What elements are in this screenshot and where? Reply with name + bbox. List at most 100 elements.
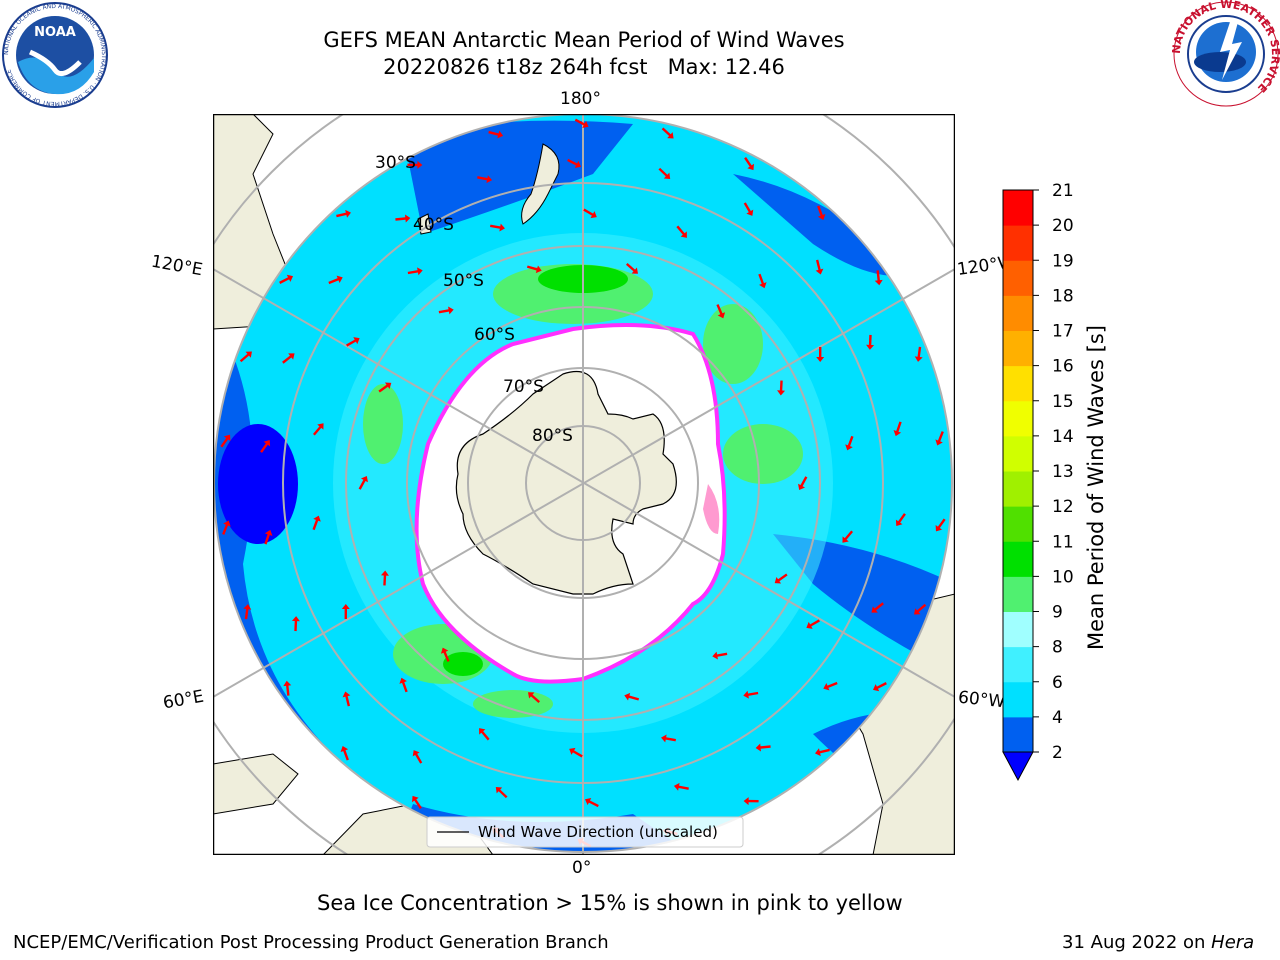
colorbar-tick-label: 4 — [1052, 708, 1063, 728]
wind-wave-arrow — [914, 346, 923, 362]
colorbar: 21 20 19 18 17 16 15 14 13 12 11 10 9 8 6 4 2 — [1002, 181, 1074, 782]
lat-label-60s: 60°S — [474, 325, 515, 345]
polar-map: 30°S 40°S 50°S 60°S 70°S 80°S Wind Wave … — [213, 114, 955, 855]
wind-wave-arrow — [893, 421, 902, 437]
wind-wave-arrow — [346, 337, 360, 347]
wind-wave-arrow — [488, 130, 504, 139]
wind-wave-arrow — [328, 275, 343, 285]
colorbar-segment — [1003, 435, 1033, 472]
wind-wave-arrow — [935, 431, 944, 446]
wind-wave-arrow — [872, 682, 887, 692]
wind-wave-arrow — [220, 434, 231, 448]
noaa-logo: NOAA NATIONAL OCEANIC AND ATMOSPHERIC AD… — [2, 2, 108, 108]
antarctica — [455, 370, 677, 595]
wind-wave-arrow — [871, 602, 884, 613]
colorbar-extend-arrow — [1002, 751, 1034, 782]
colorbar-label: Mean Period of Wind Waves [s] — [1084, 325, 1108, 650]
wind-wave-arrow — [342, 691, 351, 707]
colorbar-segment — [1003, 681, 1033, 718]
wind-wave-arrow — [282, 353, 295, 364]
map-title: GEFS MEAN Antarctic Mean Period of Wind … — [323, 28, 845, 52]
wind-wave-arrow — [845, 435, 854, 451]
footer-date: 31 Aug 2022 on Hera — [1062, 932, 1254, 953]
noaa-logo-text: NOAA — [34, 25, 76, 40]
wind-wave-arrow — [567, 158, 582, 169]
colorbar-segment — [1003, 611, 1033, 648]
wind-wave-arrow — [279, 274, 294, 284]
lat-label-40s: 40°S — [413, 215, 454, 235]
wind-wave-arrow — [584, 797, 599, 808]
wind-wave-arrow — [440, 647, 450, 662]
colorbar-segment — [1003, 260, 1033, 296]
wind-wave-arrow — [625, 262, 638, 274]
wind-wave-arrow — [716, 304, 726, 319]
colorbar-tick-label: 17 — [1052, 322, 1074, 342]
wind-wave-arrow — [866, 334, 875, 350]
wind-wave-arrow — [312, 515, 321, 531]
wind-wave-arrow — [243, 604, 252, 620]
wind-wave-arrow — [798, 476, 808, 491]
map-legend: Wind Wave Direction (unscaled) — [426, 816, 744, 848]
colorbar-segment — [1003, 576, 1033, 612]
lon-label-0: 0° — [572, 858, 592, 878]
colorbar-tick-label: 21 — [1052, 181, 1074, 201]
colorbar-segment — [1003, 541, 1033, 577]
wind-wave-arrow — [312, 423, 324, 436]
lat-label-50s: 50°S — [443, 271, 484, 291]
wind-wave-arrow — [895, 513, 906, 527]
wind-wave-arrow — [358, 475, 368, 490]
wind-wave-arrow — [528, 692, 541, 704]
colorbar-segment — [1003, 471, 1033, 507]
colorbar-tick-label: 18 — [1052, 286, 1074, 306]
wind-wave-arrow — [658, 167, 671, 179]
wind-wave-arrow — [239, 351, 252, 363]
wind-wave-arrow — [378, 382, 392, 393]
wind-wave-arrow — [412, 750, 423, 764]
wind-wave-arrow — [743, 797, 759, 806]
wind-wave-arrow — [661, 734, 677, 743]
colorbar-segment — [1003, 225, 1033, 261]
lon-label-180: 180° — [560, 89, 601, 109]
wind-wave-arrow — [291, 616, 300, 632]
wind-wave-arrow — [935, 518, 946, 532]
colorbar-tick-label: 6 — [1052, 673, 1063, 693]
colorbar-segment — [1003, 400, 1033, 437]
wind-wave-arrow — [673, 782, 689, 791]
wind-wave-arrow — [574, 118, 589, 128]
wind-wave-arrow — [341, 604, 350, 620]
footer-machine: Hera — [1211, 932, 1255, 953]
wind-wave-arrow — [399, 677, 408, 693]
wind-wave-arrow — [823, 681, 838, 691]
colorbar-tick-label: 19 — [1052, 251, 1074, 271]
colorbar-segment — [1003, 716, 1033, 753]
wind-wave-arrow — [777, 380, 786, 396]
wind-wave-arrow — [264, 529, 273, 545]
lon-label-60e: 60°E — [161, 686, 206, 714]
colorbar-segment — [1003, 365, 1033, 402]
wind-wave-arrow — [407, 267, 423, 276]
wind-wave-arrow — [817, 205, 826, 221]
wind-wave-arrow — [407, 160, 423, 169]
colorbar-tick-label: 12 — [1052, 497, 1074, 517]
wind-wave-arrow — [743, 202, 754, 216]
wind-wave-arrow — [489, 223, 505, 232]
wind-wave-arrow — [744, 157, 754, 171]
wind-wave-arrow — [260, 439, 271, 453]
wind-wave-arrow — [815, 748, 830, 757]
wind-wave-arrow — [583, 208, 597, 219]
wind-wave-arrow — [758, 273, 767, 289]
wind-wave-arrow — [624, 692, 640, 701]
colorbar-tick-label: 2 — [1052, 743, 1063, 763]
lat-label-30s: 30°S — [375, 153, 416, 173]
wind-wave-arrow — [842, 530, 854, 543]
wind-wave-arrow — [815, 259, 824, 275]
wind-wave-arrow — [479, 728, 490, 741]
colorbar-tick-label: 13 — [1052, 462, 1074, 482]
wind-wave-arrow — [340, 745, 349, 761]
wind-wave-arrow — [526, 265, 542, 274]
colorbar-segment — [1003, 295, 1033, 331]
wind-wave-arrow — [914, 603, 927, 615]
colorbar-tick-label: 10 — [1052, 567, 1074, 587]
footer-producer: NCEP/EMC/Verification Post Processing Pr… — [13, 932, 609, 953]
wind-wave-arrow — [222, 520, 231, 535]
